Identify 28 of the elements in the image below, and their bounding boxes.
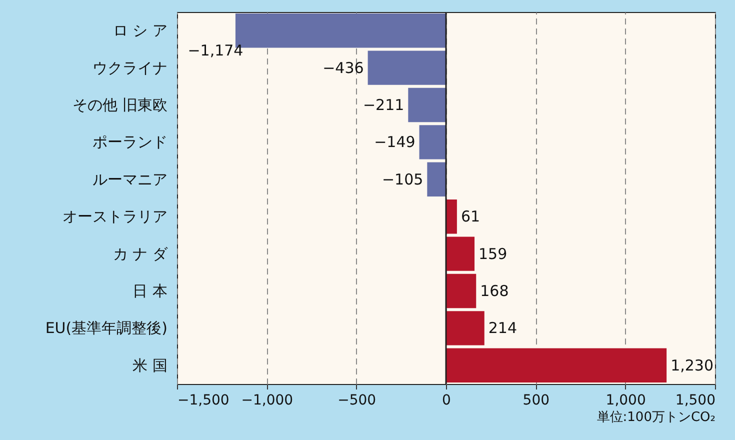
x-tick-label: 0: [442, 392, 451, 408]
x-tick-label: 1,500: [675, 392, 716, 408]
y-tick-label: 米 国: [132, 356, 168, 374]
x-tick-label: −1,500: [178, 392, 230, 408]
y-tick-label: その他 旧東欧: [72, 96, 168, 114]
data-label: −1,174: [188, 42, 244, 60]
data-label: 168: [480, 282, 509, 300]
data-label: −105: [382, 170, 424, 188]
data-label: 159: [478, 244, 508, 263]
x-tick-label: 500: [522, 392, 550, 408]
y-tick-label: ルーマニア: [92, 170, 168, 188]
x-tick-label: 1,000: [606, 392, 646, 408]
y-tick-label: ポーランド: [92, 133, 168, 152]
data-label: −436: [322, 58, 364, 77]
data-label: 214: [488, 319, 518, 338]
x-tick-label: −1,000: [241, 392, 294, 408]
y-tick-label: ウクライナ: [92, 58, 168, 77]
y-tick-label: EU(基準年調整後): [45, 319, 168, 338]
text: 単位:100万トンCO₂: [596, 410, 716, 425]
data-label: 61: [460, 208, 480, 226]
data-label: −149: [374, 133, 416, 152]
x-tick-label: −500: [338, 392, 376, 408]
y-tick-label: 日 本: [132, 282, 168, 300]
data-label: −211: [362, 96, 404, 114]
y-tick-label: オーストラリア: [62, 208, 168, 226]
y-tick-label: カ ナ ダ: [112, 244, 168, 263]
data-label: 1,230: [670, 356, 714, 374]
y-tick-label: ロ シ ア: [112, 22, 168, 40]
